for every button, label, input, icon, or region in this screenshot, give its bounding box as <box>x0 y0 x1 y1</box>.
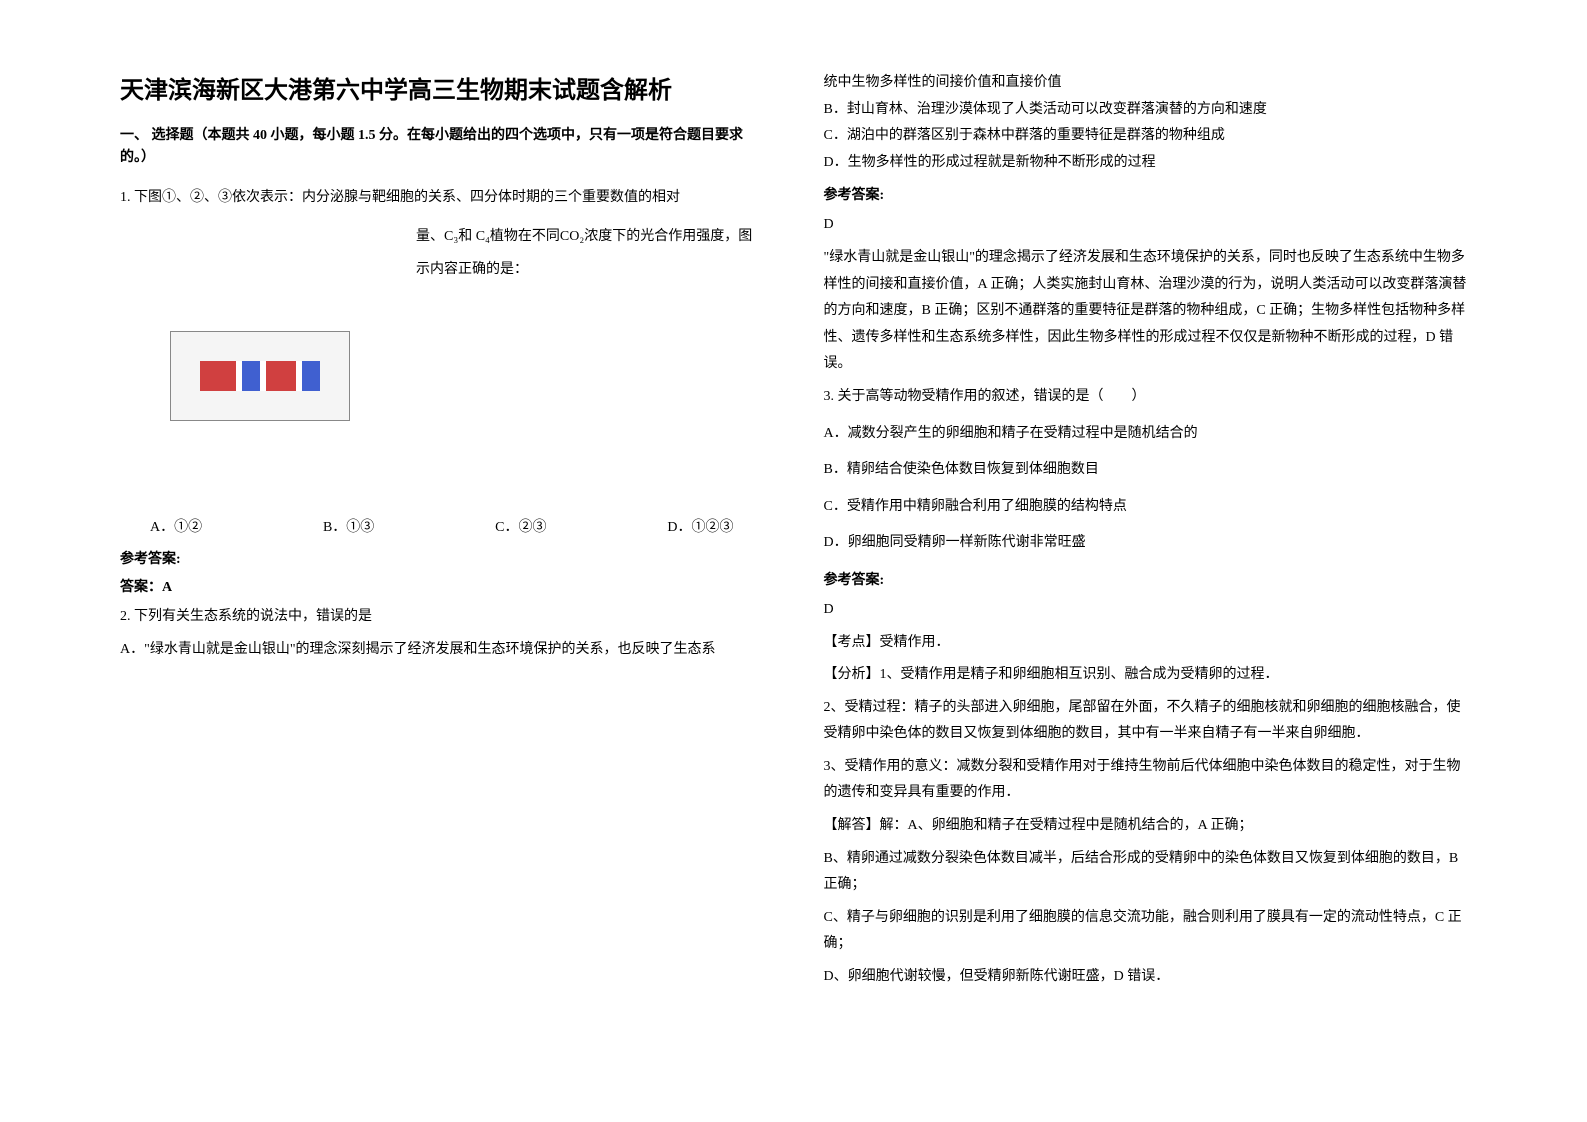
left-column: 天津滨海新区大港第六中学高三生物期末试题含解析 一、 选择题（本题共 40 小题… <box>100 70 794 1052</box>
q3-stem: 3. 关于高等动物受精作用的叙述，错误的是（ ） <box>824 384 1468 411</box>
q2-option-b: B．封山育林、治理沙漠体现了人类活动可以改变群落演替的方向和速度 <box>824 97 1468 124</box>
q3-fenxi-3: 3、受精作用的意义：减数分裂和受精作用对于维持生物前后代体细胞中染色体数目的稳定… <box>824 754 1468 807</box>
page-title: 天津滨海新区大港第六中学高三生物期末试题含解析 <box>120 70 764 105</box>
q2-option-c: C．湖泊中的群落区别于森林中群落的重要特征是群落的物种组成 <box>824 123 1468 150</box>
q1-option-c: C．②③ <box>495 516 546 536</box>
q2-option-a: A．"绿水青山就是金山银山"的理念深刻揭示了经济发展和生态环境保护的关系，也反映… <box>120 637 764 664</box>
q3-fenxi-2: 2、受精过程：精子的头部进入卵细胞，尾部留在外面，不久精子的细胞核就和卵细胞的细… <box>824 695 1468 748</box>
q2-answer-letter: D <box>824 212 1468 239</box>
q3-option-d: D．卵细胞同受精卵一样新陈代谢非常旺盛 <box>824 530 1468 557</box>
q2-option-d: D．生物多样性的形成过程就是新物种不断形成的过程 <box>824 150 1468 177</box>
q1-option-a: A．①② <box>150 516 202 536</box>
q1-stem: 1. 下图①、②、③依次表示：内分泌腺与靶细胞的关系、四分体时期的三个重要数值的… <box>120 185 764 212</box>
q1-answer: 答案：A <box>120 576 764 596</box>
q1-figure <box>170 331 350 421</box>
q1-answer-label: 参考答案: <box>120 548 764 568</box>
q3-fenxi-1: 【分析】1、受精作用是精子和卵细胞相互识别、融合成为受精卵的过程． <box>824 662 1468 689</box>
section-header: 一、 选择题（本题共 40 小题，每小题 1.5 分。在每小题给出的四个选项中，… <box>120 125 764 170</box>
q3-jieda-b: B、精卵通过减数分裂染色体数目减半，后结合形成的受精卵中的染色体数目又恢复到体细… <box>824 846 1468 899</box>
q3-jieda-d: D、卵细胞代谢较慢，但受精卵新陈代谢旺盛，D 错误． <box>824 964 1468 991</box>
q3-option-c: C．受精作用中精卵融合利用了细胞膜的结构特点 <box>824 494 1468 521</box>
q3-kaodian: 【考点】受精作用． <box>824 630 1468 657</box>
q3-jieda-a: 【解答】解：A、卵细胞和精子在受精过程中是随机结合的，A 正确； <box>824 813 1468 840</box>
q2-answer-explain: "绿水青山就是金山银山"的理念揭示了经济发展和生态环境保护的关系，同时也反映了生… <box>824 245 1468 378</box>
q1-continuation: 量、C₃和 C₄植物在不同CO₂浓度下的光合作用强度，图示内容正确的是： <box>400 221 764 501</box>
q1-figure-bars <box>200 361 320 391</box>
q1-option-d: D．①②③ <box>667 516 733 536</box>
q1-body: 量、C₃和 C₄植物在不同CO₂浓度下的光合作用强度，图示内容正确的是： <box>120 221 764 501</box>
q3-answer-letter: D <box>824 597 1468 624</box>
q1-option-b: B．①③ <box>323 516 374 536</box>
right-column: 统中生物多样性的间接价值和直接价值 B．封山育林、治理沙漠体现了人类活动可以改变… <box>794 70 1488 1052</box>
q3-option-b: B．精卵结合使染色体数目恢复到体细胞数目 <box>824 457 1468 484</box>
q1-options: A．①② B．①③ C．②③ D．①②③ <box>120 516 764 536</box>
q3-option-a: A．减数分裂产生的卵细胞和精子在受精过程中是随机结合的 <box>824 421 1468 448</box>
q1-image-area <box>120 221 400 501</box>
q2-answer-label: 参考答案: <box>824 184 1468 204</box>
q2-option-a-cont: 统中生物多样性的间接价值和直接价值 <box>824 70 1468 97</box>
q3-answer-label: 参考答案: <box>824 569 1468 589</box>
q2-stem: 2. 下列有关生态系统的说法中，错误的是 <box>120 604 764 631</box>
q3-jieda-c: C、精子与卵细胞的识别是利用了细胞膜的信息交流功能，融合则利用了膜具有一定的流动… <box>824 905 1468 958</box>
